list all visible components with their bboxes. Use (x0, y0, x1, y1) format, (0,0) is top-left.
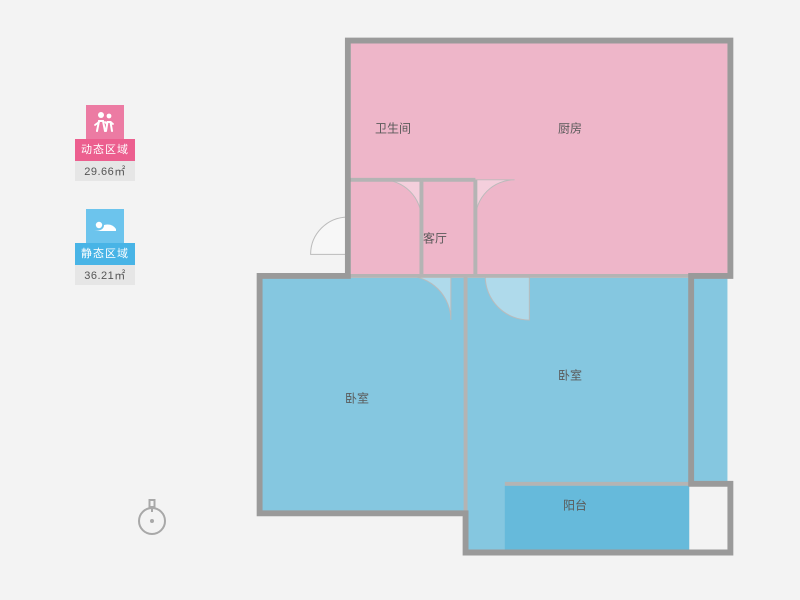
room-label-living: 客厅 (423, 230, 447, 247)
balcony-zone (505, 486, 689, 551)
legend-static-title: 静态区域 (75, 243, 135, 265)
room-label-balcony: 阳台 (563, 497, 587, 514)
dynamic-zone (351, 43, 728, 273)
room-label-kitchen: 厨房 (558, 120, 582, 137)
people-icon (86, 105, 124, 139)
legend-dynamic: 动态区域 29.66㎡ (75, 105, 135, 181)
legend: 动态区域 29.66㎡ 静态区域 36.21㎡ (75, 105, 135, 313)
legend-static: 静态区域 36.21㎡ (75, 209, 135, 285)
compass-icon (135, 498, 169, 543)
sleep-icon (86, 209, 124, 243)
floor-plan (240, 20, 750, 575)
legend-static-value: 36.21㎡ (75, 265, 135, 285)
room-label-bedroom_l: 卧室 (345, 390, 369, 407)
room-label-bedroom_r: 卧室 (558, 367, 582, 384)
legend-dynamic-title: 动态区域 (75, 139, 135, 161)
legend-dynamic-value: 29.66㎡ (75, 161, 135, 181)
room-label-bathroom: 卫生间 (375, 120, 411, 137)
